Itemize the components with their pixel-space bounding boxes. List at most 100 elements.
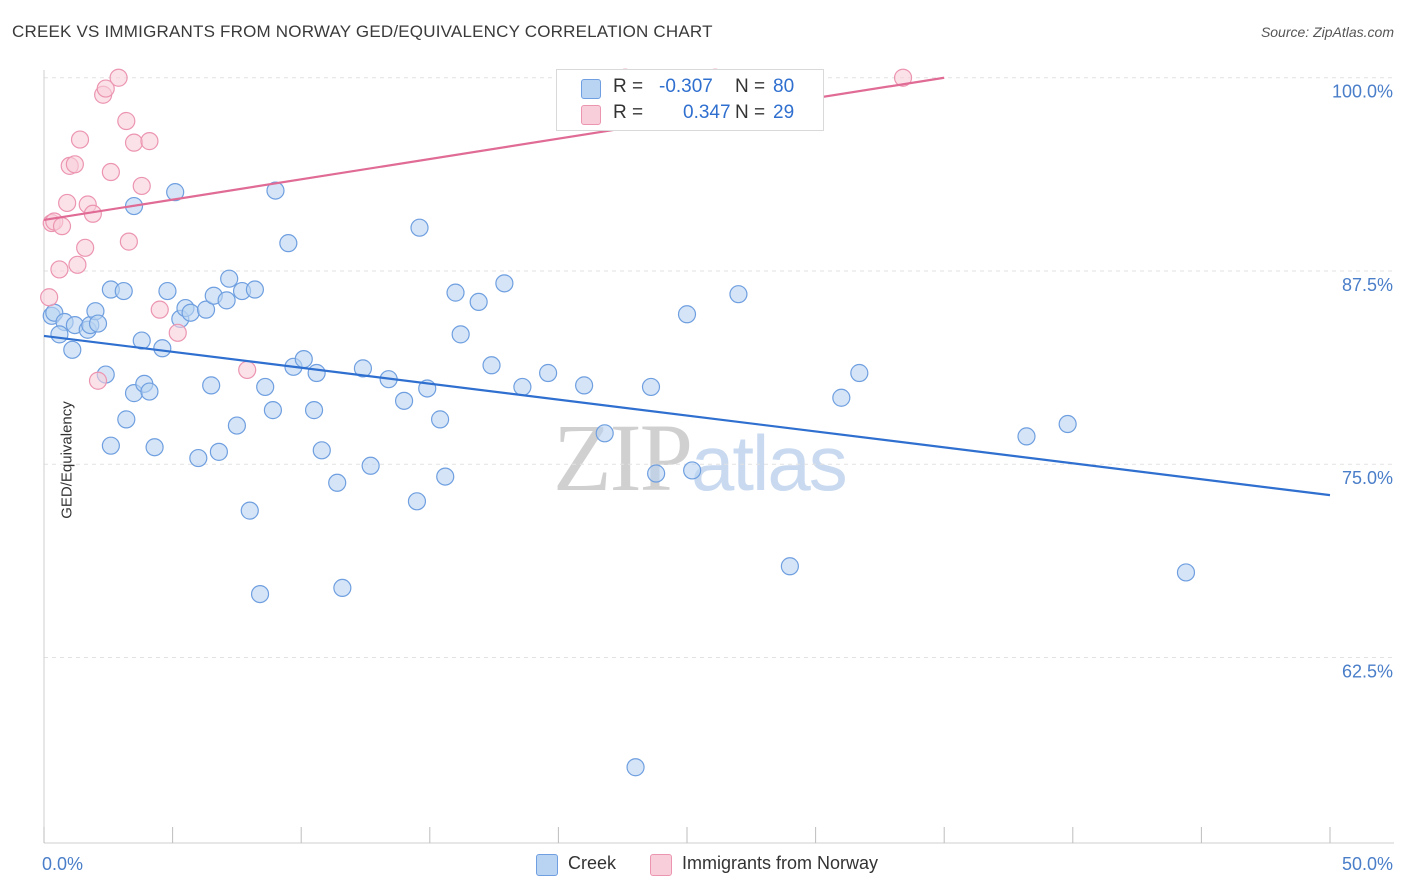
point-norway <box>119 232 138 251</box>
point-norway <box>150 300 169 319</box>
point-creek <box>469 292 488 311</box>
point-norway <box>88 371 108 390</box>
x-tick-label: 0.0% <box>42 854 83 874</box>
point-creek <box>333 578 352 598</box>
point-creek <box>101 436 120 455</box>
y-tick-label: 75.0% <box>1342 468 1393 488</box>
legend-label-creek: Creek <box>568 853 617 873</box>
legend-swatch-creek <box>581 79 601 99</box>
point-creek <box>539 363 558 383</box>
point-creek <box>220 269 239 288</box>
point-creek <box>196 300 216 319</box>
point-creek <box>227 416 246 435</box>
point-norway <box>70 130 90 149</box>
point-norway <box>40 288 59 307</box>
point-creek <box>202 376 221 395</box>
point-norway <box>76 238 95 257</box>
point-creek <box>1058 414 1077 434</box>
legend-n-label: N = <box>735 76 766 97</box>
y-axis-label: GED/Equivalency <box>58 401 76 519</box>
point-creek <box>850 363 869 383</box>
legend-label-norway: Immigrants from Norway <box>682 853 879 873</box>
point-creek <box>410 218 429 237</box>
point-creek <box>1017 427 1036 446</box>
point-creek <box>140 382 159 401</box>
y-tick-label: 62.5% <box>1342 661 1393 681</box>
watermark-zip: ZIP <box>553 404 693 511</box>
point-norway <box>101 162 120 182</box>
point-creek <box>394 391 414 410</box>
point-creek <box>266 181 285 200</box>
point-creek <box>312 441 331 460</box>
point-creek <box>641 377 661 397</box>
point-norway <box>132 176 151 196</box>
point-creek <box>181 303 200 322</box>
point-norway <box>50 260 69 279</box>
legend-r-label: R = <box>613 102 644 123</box>
point-creek <box>451 325 470 344</box>
point-norway <box>893 68 913 87</box>
point-creek <box>780 557 799 576</box>
point-creek <box>145 438 164 457</box>
point-creek <box>245 280 265 299</box>
point-creek <box>361 456 380 475</box>
series-legend: Creek Immigrants from Norway <box>0 852 1406 876</box>
point-creek <box>263 401 283 420</box>
point-creek <box>153 339 172 358</box>
point-norway <box>58 193 77 213</box>
point-creek <box>294 350 313 369</box>
point-creek <box>482 356 501 375</box>
point-creek <box>279 234 298 253</box>
point-norway <box>117 111 136 131</box>
y-tick-label: 100.0% <box>1332 82 1393 102</box>
chart-title: CREEK VS IMMIGRANTS FROM NORWAY GED/EQUI… <box>12 22 713 41</box>
point-creek <box>114 281 133 301</box>
point-norway <box>238 360 257 380</box>
legend-r-value: -0.307 <box>659 76 713 97</box>
point-creek <box>209 442 228 461</box>
source-label: Source: ZipAtlas.com <box>1260 24 1394 40</box>
point-norway <box>109 68 128 87</box>
point-creek <box>626 758 645 777</box>
point-creek <box>50 325 69 344</box>
point-norway <box>96 79 115 98</box>
point-creek <box>832 388 851 407</box>
point-creek <box>407 492 427 511</box>
point-norway <box>65 155 84 174</box>
point-creek <box>436 467 455 486</box>
watermark: ZIPatlas <box>553 402 848 513</box>
point-norway <box>168 323 187 342</box>
point-creek <box>495 274 514 293</box>
legend-r-value: 0.347 <box>683 102 731 123</box>
point-creek <box>683 461 702 480</box>
point-creek <box>189 448 208 468</box>
point-norway <box>140 132 159 151</box>
point-creek <box>575 376 594 395</box>
point-creek <box>158 281 177 301</box>
legend-n-value: 80 <box>773 76 795 97</box>
point-creek <box>595 424 614 443</box>
point-creek <box>430 410 450 429</box>
point-creek <box>217 291 236 310</box>
point-creek <box>250 584 270 604</box>
point-creek <box>166 183 185 202</box>
point-creek <box>256 377 275 397</box>
point-creek <box>513 377 532 397</box>
point-creek <box>1176 563 1196 582</box>
legend-swatch-creek <box>536 854 558 876</box>
point-norway <box>52 217 72 236</box>
point-creek <box>328 473 347 492</box>
point-creek <box>240 501 259 520</box>
point-creek <box>307 363 326 383</box>
point-creek <box>647 464 666 483</box>
watermark-atlas: atlas <box>691 419 848 507</box>
legend-n-value: 29 <box>773 102 795 123</box>
trendline-creek <box>43 334 1331 497</box>
x-tick-label: 50.0% <box>1342 854 1393 874</box>
point-creek <box>677 305 697 324</box>
point-norway <box>68 255 87 274</box>
point-creek <box>304 401 324 420</box>
point-creek <box>88 314 108 333</box>
point-creek <box>729 285 748 304</box>
